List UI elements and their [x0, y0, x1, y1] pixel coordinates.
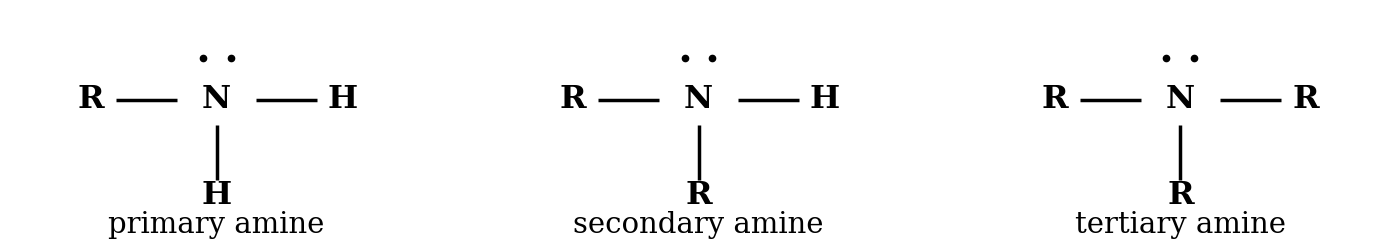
Text: N: N	[685, 84, 712, 116]
Text: tertiary amine: tertiary amine	[1074, 211, 1287, 239]
Text: H: H	[327, 84, 358, 116]
Text: H: H	[809, 84, 840, 116]
Text: R: R	[685, 180, 712, 210]
Text: R: R	[77, 84, 105, 116]
Text: R: R	[1166, 180, 1194, 210]
Text: R: R	[559, 84, 587, 116]
Text: secondary amine: secondary amine	[573, 211, 824, 239]
Text: R: R	[1292, 84, 1320, 116]
Text: R: R	[1041, 84, 1069, 116]
Text: H: H	[201, 180, 232, 210]
Text: primary amine: primary amine	[109, 211, 324, 239]
Text: N: N	[1166, 84, 1194, 116]
Text: N: N	[203, 84, 231, 116]
